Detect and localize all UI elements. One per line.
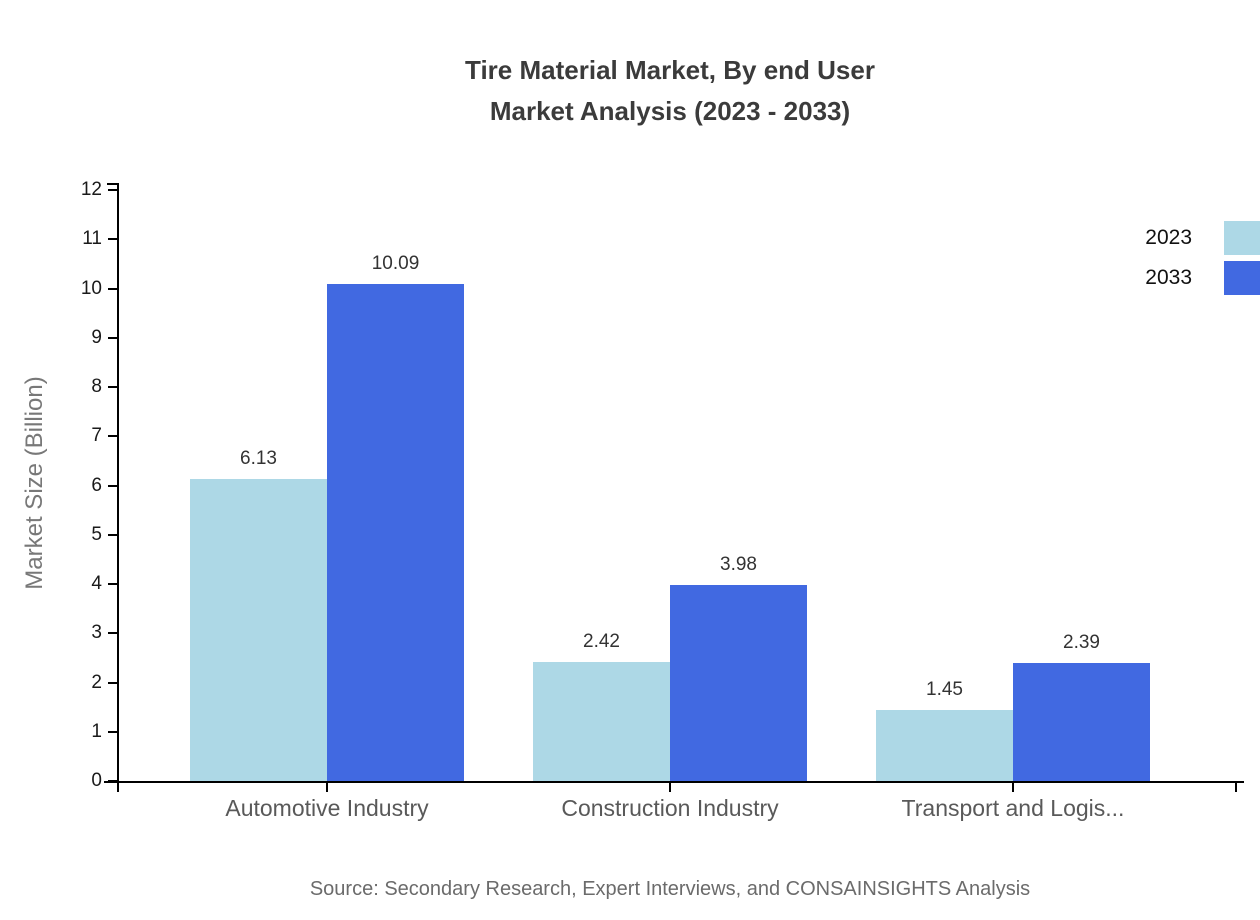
legend-item-2033: 2033 [1145, 261, 1260, 295]
value-label-2033-transport-and-logis: 2.39 [1063, 632, 1100, 654]
y-axis-tick-label: 6 [91, 474, 102, 496]
source-attribution: Source: Secondary Research, Expert Inter… [309, 878, 1031, 900]
legend-item-2023: 2023 [1145, 221, 1260, 255]
x-axis-line [104, 781, 1244, 783]
y-axis-tick-label: 0 [91, 770, 102, 791]
y-axis-tick [108, 583, 118, 585]
y-axis-tick-label: 5 [91, 523, 102, 545]
value-label-2033-construction-industry: 3.98 [720, 553, 757, 575]
value-label-2023-transport-and-logis: 1.45 [926, 678, 963, 700]
y-axis-end-cap [107, 183, 119, 185]
y-axis-tick-label: 3 [91, 622, 102, 644]
x-axis-outer-tick [117, 783, 119, 792]
bar-2023-construction-industry [533, 661, 670, 781]
bar-2033-transport-and-logis [1013, 663, 1150, 781]
legend-label-2023: 2023 [1145, 226, 1192, 249]
bar-2033-construction-industry [670, 584, 807, 781]
y-axis-tick-label: 4 [91, 573, 102, 594]
y-axis-tick [108, 189, 118, 191]
x-axis-tick [669, 783, 671, 792]
x-axis-tick [1012, 783, 1014, 792]
chart-title-line1: Tire Material Market, By end User [465, 55, 875, 85]
y-axis-tick-label: 8 [91, 376, 102, 397]
x-axis-outer-tick [1235, 783, 1237, 792]
chart-title: Tire Material Market, By end User Market… [80, 50, 1260, 132]
y-axis-line [117, 183, 119, 783]
value-label-2023-construction-industry: 2.42 [583, 630, 620, 652]
y-axis-tick [108, 336, 118, 339]
legend-label-2033: 2033 [1145, 266, 1192, 289]
y-axis-tick [108, 780, 118, 782]
y-axis-tick [108, 238, 118, 241]
category-label-construction-industry: Construction Industry [561, 795, 779, 821]
value-label-2023-automotive-industry: 6.13 [240, 448, 277, 470]
bar-2023-automotive-industry [190, 479, 327, 781]
y-axis-tick [108, 632, 118, 635]
y-axis-tick [108, 386, 118, 388]
y-axis-tick-label: 1 [91, 720, 102, 742]
bar-2033-automotive-industry [327, 284, 464, 781]
y-axis-tick-label: 9 [91, 326, 102, 348]
value-label-2033-automotive-industry: 10.09 [371, 253, 420, 275]
y-axis-tick [108, 533, 118, 536]
legend-swatch-2033 [1224, 261, 1260, 295]
y-axis-tick [108, 287, 118, 290]
category-label-transport-and-logis: Transport and Logis... [901, 795, 1125, 821]
legend: 2023 2033 [1145, 221, 1260, 301]
y-axis-tick-label: 7 [91, 425, 102, 447]
legend-swatch-2023 [1224, 221, 1260, 255]
y-axis-tick-label: 2 [91, 671, 102, 693]
bar-2023-transport-and-logis [876, 709, 1013, 781]
y-axis-tick [108, 435, 118, 438]
chart-title-line2: Market Analysis (2023 - 2033) [489, 96, 851, 126]
x-axis-tick [326, 783, 328, 792]
y-axis-tick-label: 10 [80, 277, 102, 299]
y-axis-tick [108, 730, 118, 733]
y-axis-tick-label: 12 [80, 179, 102, 200]
category-label-automotive-industry: Automotive Industry [225, 795, 429, 821]
y-axis-tick [108, 484, 118, 487]
y-axis-tick [108, 681, 118, 684]
y-axis-tick-label: 11 [82, 228, 102, 250]
